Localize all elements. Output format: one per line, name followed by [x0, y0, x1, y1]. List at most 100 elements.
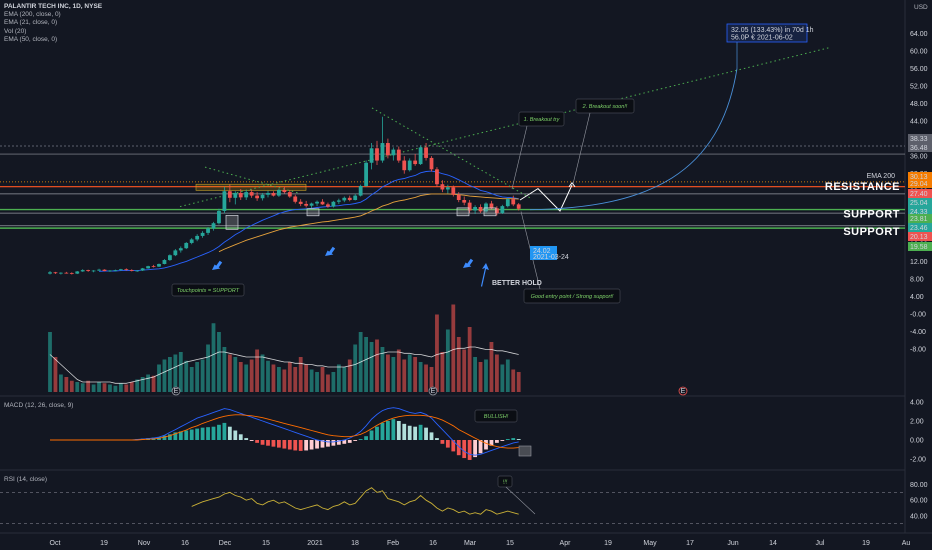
support-label-lower: SUPPORT [843, 226, 900, 238]
y-tick-label: 52.00 [910, 84, 928, 91]
rsi-tick-label: 40.00 [910, 513, 928, 520]
candle-body [59, 272, 63, 274]
earnings-marker-label: E [174, 388, 179, 395]
axis-layer: 64.00 60.00 56.00 52.00 48.00 44.00 40.00 36.00… [50, 31, 932, 547]
candle-body [200, 232, 205, 236]
macd-hist-bar [320, 440, 325, 448]
candle-body [97, 269, 101, 271]
candle-body [347, 197, 352, 200]
candle-body [309, 203, 314, 206]
volume-bar [418, 362, 423, 392]
macd-hist-bar [173, 432, 178, 440]
candle-body [255, 195, 259, 199]
earnings-marker-label: E [431, 388, 436, 395]
price-tag-label: 23.81 [910, 216, 928, 223]
volume-bar [462, 349, 467, 392]
x-tick-label: 14 [769, 540, 777, 547]
volume-bar [282, 369, 287, 392]
x-tick-label: 17 [686, 540, 694, 547]
candle-body [233, 192, 238, 198]
support-label-upper: SUPPORT [843, 209, 900, 221]
touchpoint-box [306, 208, 320, 217]
candle-body [151, 266, 156, 267]
macd-hist-bar [353, 440, 358, 441]
macd-hist-bar [178, 431, 183, 440]
price-tag-label: 25.04 [910, 200, 928, 207]
candle-body [304, 203, 309, 206]
x-tick-label: Oct [50, 540, 61, 547]
macd-hist-bar [451, 440, 456, 452]
macd-tick-label: -2.00 [910, 457, 926, 464]
price-tag-label: 30.13 [910, 174, 928, 181]
candle-body [135, 270, 140, 272]
macd-tick-label: 0.00 [910, 438, 924, 445]
price-tag-label: 24.33 [910, 209, 928, 216]
macd-hist-bar [211, 426, 216, 440]
macd-signal-line [50, 414, 519, 449]
candle-body [287, 192, 292, 197]
x-tick-label: Dec [219, 540, 232, 547]
candle-body [511, 199, 516, 205]
candle-body [91, 270, 96, 272]
price-tag [908, 198, 932, 207]
macd-hist-bar [222, 422, 227, 440]
volume-bar [505, 359, 510, 392]
candle-body [157, 263, 161, 267]
macd-hist-bar [358, 439, 363, 440]
volume-bar [64, 377, 69, 392]
macd-title: MACD (12, 26, close, 9) [4, 402, 74, 409]
volume-bar [331, 372, 336, 392]
macd-hist-bar [511, 438, 516, 440]
candle-body [386, 143, 390, 156]
candle-body [271, 192, 276, 196]
x-tick-label: 19 [100, 540, 108, 547]
price-tag-label: 29.04 [910, 181, 928, 188]
volume-bar [249, 359, 254, 392]
macd-hist-bar [195, 428, 200, 440]
macd-hist-bar [162, 435, 167, 440]
candle-body [462, 200, 467, 203]
better-hold-label: BETTER HOLD [492, 280, 542, 287]
candle-body [440, 184, 445, 190]
target-label-box [726, 23, 808, 43]
price-tag [908, 179, 932, 188]
breakout1-note-text: 1. Breakout try [524, 117, 561, 123]
candle-body [402, 160, 407, 171]
volume-bar [478, 362, 483, 392]
price-tag [908, 134, 932, 143]
breakout1-pointer [511, 125, 528, 190]
candle-body [113, 270, 118, 271]
candle-body [129, 270, 134, 271]
volume-bar [80, 383, 85, 392]
volume-bar [222, 347, 227, 392]
volume-bar [484, 359, 488, 392]
volume-bar [162, 359, 167, 392]
candle-body [162, 260, 167, 264]
rsi-tick-label: 80.00 [910, 482, 928, 489]
volume-bar [489, 342, 494, 392]
macd-hist-bar [424, 427, 428, 440]
annotations-layer: Touchpoints = SUPPORT 1. Breakout try 2. B… [171, 23, 900, 396]
better-hold-arrow-icon [481, 263, 489, 287]
chart-legend: PALANTIR TECH INC, 1D, NYSE EMA (200, cl… [4, 3, 102, 44]
macd-hist-bar [277, 440, 281, 448]
candle-body [500, 206, 505, 214]
macd-hist-bar [298, 440, 303, 451]
candle-body [505, 199, 510, 207]
macd-hist-bar [402, 423, 407, 440]
volume-bar [347, 359, 352, 392]
price-tag-label: 20.13 [910, 234, 928, 241]
volume-bar [342, 367, 347, 392]
volume-bar [402, 359, 407, 392]
breakout2-note-text: 2. Breakout soon!! [582, 104, 628, 110]
volume-bar [157, 364, 161, 392]
macd-hist-bar [255, 440, 259, 443]
volume-bar [298, 357, 303, 392]
volume-bar [407, 354, 412, 392]
target-projection-curve [529, 68, 738, 211]
candle-body [320, 201, 325, 205]
earnings-marker-icon [678, 386, 688, 396]
volume-bar [369, 342, 374, 392]
rsi-title: RSI (14, close) [4, 476, 47, 483]
